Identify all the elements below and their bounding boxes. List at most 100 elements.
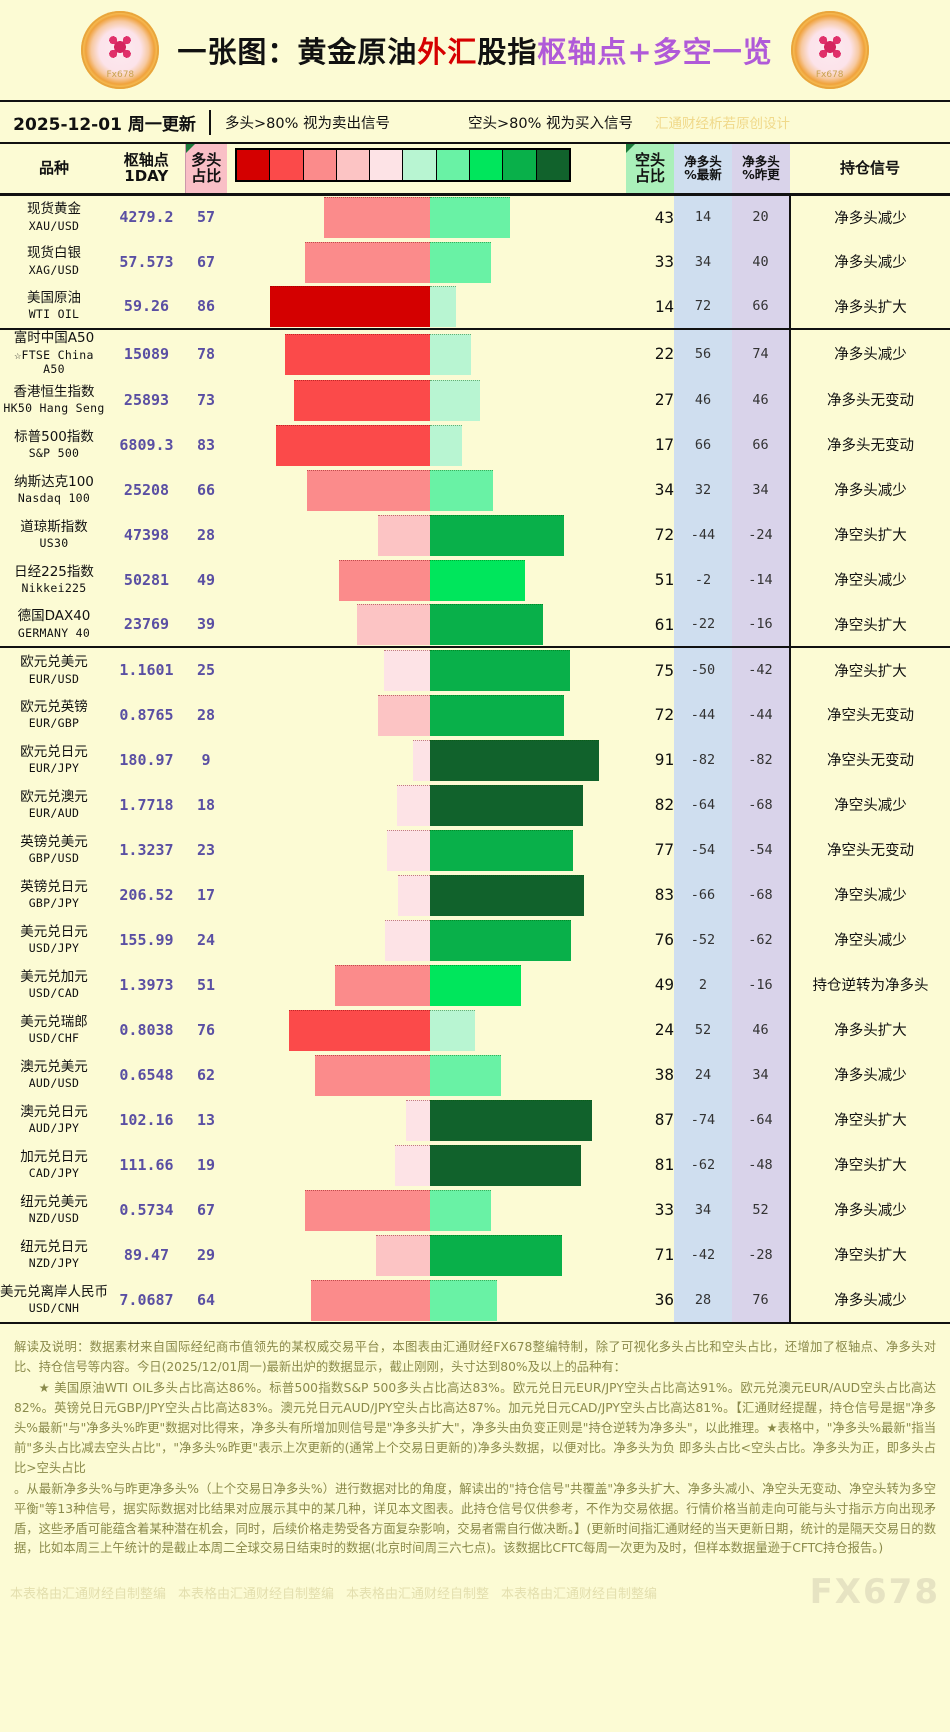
cell-long-short-bar xyxy=(227,512,626,557)
seal-left-text: Fx678 xyxy=(106,70,135,80)
col-header-gradient-legend xyxy=(227,144,626,196)
short-signal-note: 空头>80% 视为买入信号 xyxy=(468,115,633,132)
cell-pivot-point: 0.6548 xyxy=(119,1065,174,1084)
table-row[interactable]: 美元兑日元 USD/JPY 155.99 24 76 -52 -62 净空头减少 xyxy=(0,917,950,963)
cell-bull-percent: 78 xyxy=(185,327,227,378)
cell-long-short-bar xyxy=(227,194,626,239)
legend-swatch-7 xyxy=(470,150,504,180)
cell-position-signal: 持仓逆转为净多头 xyxy=(812,978,929,995)
table-row[interactable]: 德国DAX40 GERMANY 40 23769 39 61 -22 -16 净空头扩大 xyxy=(0,602,950,648)
cell-net-long-previous: -42 xyxy=(732,646,791,693)
instrument-name-en: EUR/JPY xyxy=(28,761,80,776)
cell-net-long-previous: -28 xyxy=(732,1232,791,1278)
cell-position-signal: 净空头减少 xyxy=(834,933,907,950)
table-row[interactable]: 道琼斯指数 US30 47398 28 72 -44 -24 净空头扩大 xyxy=(0,512,950,558)
instrument-name-en: GBP/USD xyxy=(28,851,80,866)
instrument-name-cn: 纳斯达克100 xyxy=(14,473,94,490)
table-row[interactable]: 英镑兑日元 GBP/JPY 206.52 17 83 -66 -68 净空头减少 xyxy=(0,872,950,918)
cell-bear-percent: 72 xyxy=(654,525,674,545)
instrument-name-cn: 澳元兑日元 xyxy=(20,1103,88,1120)
cell-net-long-previous: -64 xyxy=(732,1097,791,1143)
cell-long-short-bar xyxy=(227,1142,626,1187)
instrument-name-cn: 欧元兑美元 xyxy=(20,654,88,671)
cell-long-short-bar xyxy=(227,782,626,827)
cell-long-short-bar xyxy=(227,422,626,467)
cell-bull-percent: 51 xyxy=(196,975,216,994)
cell-net-long-latest: 2 xyxy=(674,962,732,1008)
col-header-net-old: 净多头 %昨更 xyxy=(732,144,790,196)
cell-bull-percent: 13 xyxy=(196,1110,216,1129)
bar-segment-bull xyxy=(394,1144,430,1186)
table-row[interactable]: 美元兑瑞郎 USD/CHF 0.8038 76 24 52 46 净多头扩大 xyxy=(0,1007,950,1053)
cell-position-signal: 净多头减少 xyxy=(834,483,907,500)
cell-instrument-name: 加元兑日元 CAD/JPY xyxy=(0,1142,108,1187)
cell-position-signal: 净空头无变动 xyxy=(827,708,914,725)
bar-segment-bear xyxy=(430,650,570,692)
legend-swatch-2 xyxy=(303,150,337,180)
table-row[interactable]: 纳斯达克100 Nasdaq 100 25208 66 34 32 34 净多头减少 xyxy=(0,467,950,513)
cell-net-long-previous: -68 xyxy=(732,872,791,918)
cell-long-short-bar xyxy=(227,284,626,329)
cell-instrument-name: 德国DAX40 GERMANY 40 xyxy=(0,602,108,647)
table-row[interactable]: 富时中国A50 ☆FTSE China A50 15089 78 22 56 74 净多头减少 xyxy=(0,327,950,378)
table-row[interactable]: 现货黄金 XAU/USD 4279.2 57 43 14 20 净多头减少 xyxy=(0,194,950,239)
bar-segment-bull xyxy=(383,650,430,692)
cell-instrument-name: 纽元兑日元 NZD/JPY xyxy=(0,1232,108,1277)
cell-long-short-bar xyxy=(227,1097,626,1142)
instrument-name-en: AUD/USD xyxy=(28,1076,80,1091)
table-row[interactable]: 欧元兑英镑 EUR/GBP 0.8765 28 72 -44 -44 净空头无变动 xyxy=(0,692,950,738)
cell-position-signal: 净空头扩大 xyxy=(834,617,907,634)
cell-net-long-previous: 46 xyxy=(732,1007,791,1053)
bar-segment-bull xyxy=(357,604,430,646)
instrument-name-en: Nasdaq 100 xyxy=(17,491,91,506)
cell-net-long-latest: -82 xyxy=(674,737,732,783)
table-row[interactable]: 欧元兑日元 EUR/JPY 180.97 9 91 -82 -82 净空头无变动 xyxy=(0,737,950,783)
diverging-bar xyxy=(383,650,570,692)
cell-bear-percent: 24 xyxy=(654,1020,674,1040)
table-row[interactable]: 澳元兑美元 AUD/USD 0.6548 62 38 24 34 净多头减少 xyxy=(0,1052,950,1098)
bar-segment-bear xyxy=(429,469,494,511)
bar-segment-bear xyxy=(429,286,457,327)
title-part-4: 枢轴点+多空一览 xyxy=(537,35,773,69)
col-header-pivot-line2: 1DAY xyxy=(124,167,169,186)
legend-swatch-8 xyxy=(503,150,537,180)
cell-net-long-latest: -22 xyxy=(674,602,732,648)
table-row[interactable]: 纽元兑日元 NZD/JPY 89.47 29 71 -42 -28 净空头扩大 xyxy=(0,1232,950,1278)
cell-net-long-latest: -44 xyxy=(674,512,732,558)
cell-long-short-bar xyxy=(227,962,626,1007)
bar-segment-bear xyxy=(429,1279,497,1321)
cell-pivot-point: 25893 xyxy=(123,390,170,409)
table-row[interactable]: 标普500指数 S&P 500 6809.3 83 17 66 66 净多头无变动 xyxy=(0,422,950,468)
table-body: 现货黄金 XAU/USD 4279.2 57 43 14 20 净多头减少 现货白银 XAG/US… xyxy=(0,194,950,1323)
cell-net-long-previous: -54 xyxy=(732,827,791,873)
cell-net-long-previous: 40 xyxy=(732,239,791,284)
table-row[interactable]: 美元兑离岸人民币 USD/CNH 7.0687 64 36 28 76 净多头减少 xyxy=(0,1277,950,1323)
cell-bull-percent: 19 xyxy=(196,1155,216,1174)
table-row[interactable]: 日经225指数 Nikkei225 50281 49 51 -2 -14 净空头减少 xyxy=(0,557,950,603)
cell-instrument-name: 纳斯达克100 Nasdaq 100 xyxy=(0,467,108,512)
long-signal-note: 多头>80% 视为卖出信号 xyxy=(225,115,390,132)
col-header-net-old-line1: 净多头 xyxy=(742,153,780,169)
cell-bull-percent: 18 xyxy=(196,795,216,814)
bull-corner-triangle-icon xyxy=(185,144,195,153)
instrument-name-en: EUR/USD xyxy=(28,671,80,686)
bar-segment-bear xyxy=(429,1144,581,1186)
cell-bear-percent: 33 xyxy=(654,1200,674,1220)
diverging-bar xyxy=(357,604,544,646)
table-row[interactable]: 欧元兑澳元 EUR/AUD 1.7718 18 82 -64 -68 净空头减少 xyxy=(0,782,950,828)
table-row[interactable]: 美国原油 WTI OIL 59.26 86 14 72 66 净多头扩大 xyxy=(0,284,950,329)
bar-segment-bull xyxy=(284,333,430,375)
table-row[interactable]: 现货白银 XAG/USD 57.573 67 33 34 40 净多头减少 xyxy=(0,239,950,284)
table-row[interactable]: 美元兑加元 USD/CAD 1.3973 51 49 2 -16 持仓逆转为净多头 xyxy=(0,962,950,1008)
table-row[interactable]: 加元兑日元 CAD/JPY 111.66 19 81 -62 -48 净空头扩大 xyxy=(0,1142,950,1188)
cell-position-signal: 净空头减少 xyxy=(834,888,907,905)
table-row[interactable]: 英镑兑美元 GBP/USD 1.3237 23 77 -54 -54 净空头无变动 xyxy=(0,827,950,873)
table-row[interactable]: 纽元兑美元 NZD/USD 0.5734 67 33 34 52 净多头减少 xyxy=(0,1187,950,1233)
table-row[interactable]: 欧元兑美元 EUR/USD 1.1601 25 75 -50 -42 净空头扩大 xyxy=(0,646,950,693)
cell-bull-percent: 73 xyxy=(196,390,216,409)
cell-bear-percent: 17 xyxy=(654,435,674,455)
bar-segment-bull xyxy=(275,424,430,466)
cell-bear-percent: 27 xyxy=(654,390,674,410)
table-row[interactable]: 澳元兑日元 AUD/JPY 102.16 13 87 -74 -64 净空头扩大 xyxy=(0,1097,950,1143)
table-row[interactable]: 香港恒生指数 HK50 Hang Seng 25893 73 27 46 46 净多头无变动 xyxy=(0,377,950,423)
